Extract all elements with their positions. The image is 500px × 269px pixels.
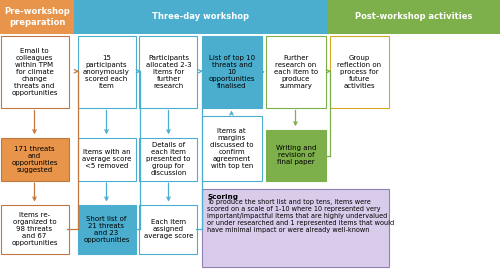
Text: Short list of
21 threats
and 23
opportunities: Short list of 21 threats and 23 opportun… <box>83 216 130 243</box>
FancyBboxPatch shape <box>0 0 74 34</box>
Text: Details of
each item
presented to
group for
discussion: Details of each item presented to group … <box>146 142 190 176</box>
FancyBboxPatch shape <box>202 36 262 108</box>
Text: List of top 10
threats and
10
opportunities
finalised: List of top 10 threats and 10 opportunit… <box>208 55 255 89</box>
FancyBboxPatch shape <box>0 36 68 108</box>
FancyBboxPatch shape <box>330 36 389 108</box>
Text: Scoring: Scoring <box>207 194 238 200</box>
Text: Participants
allocated 2-3
items for
further
research: Participants allocated 2-3 items for fur… <box>146 55 192 89</box>
FancyBboxPatch shape <box>0 205 68 254</box>
FancyBboxPatch shape <box>78 36 136 108</box>
FancyBboxPatch shape <box>140 36 198 108</box>
Text: Pre-workshop
preparation: Pre-workshop preparation <box>4 7 70 27</box>
FancyBboxPatch shape <box>266 130 326 181</box>
FancyBboxPatch shape <box>202 189 389 267</box>
FancyBboxPatch shape <box>202 116 262 181</box>
FancyBboxPatch shape <box>266 36 326 108</box>
Text: Items at
margins
discussed to
confirm
agreement
with top ten: Items at margins discussed to confirm ag… <box>210 128 254 169</box>
FancyBboxPatch shape <box>326 0 500 34</box>
Text: 15
participants
anonymously
scored each
item: 15 participants anonymously scored each … <box>83 55 130 89</box>
Text: Email to
colleagues
within TPM
for climate
change
threats and
opportunities: Email to colleagues within TPM for clima… <box>11 48 58 96</box>
Text: Post-workshop activities: Post-workshop activities <box>354 12 472 21</box>
Text: Items re-
organized to
98 threats
and 67
opportunities: Items re- organized to 98 threats and 67… <box>11 212 58 246</box>
Text: Three-day workshop: Three-day workshop <box>152 12 248 21</box>
FancyBboxPatch shape <box>78 138 136 181</box>
FancyBboxPatch shape <box>140 138 198 181</box>
Text: 171 threats
and
opportunities
suggested: 171 threats and opportunities suggested <box>11 146 58 173</box>
Text: Writing and
revision of
final paper: Writing and revision of final paper <box>276 145 316 165</box>
Text: Group
reflection on
process for
future
activities: Group reflection on process for future a… <box>337 55 382 89</box>
FancyBboxPatch shape <box>0 138 68 181</box>
Text: Each item
assigned
average score: Each item assigned average score <box>144 219 193 239</box>
FancyBboxPatch shape <box>74 0 326 34</box>
Text: To produce the short list and top tens, items were
scored on a scale of 1-10 whe: To produce the short list and top tens, … <box>207 199 394 233</box>
FancyBboxPatch shape <box>78 205 136 254</box>
FancyBboxPatch shape <box>140 205 198 254</box>
Text: Further
research on
each item to
produce
summary: Further research on each item to produce… <box>274 55 318 89</box>
Text: Items with an
average score
<5 removed: Items with an average score <5 removed <box>82 149 131 169</box>
